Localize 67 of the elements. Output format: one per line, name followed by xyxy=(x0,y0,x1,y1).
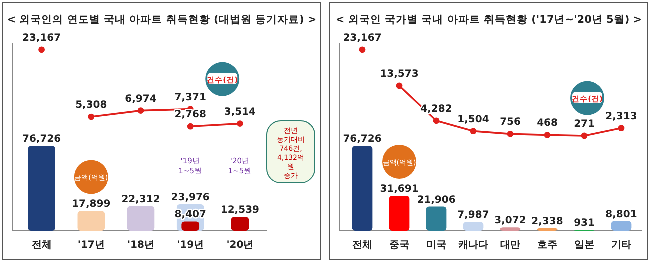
data-label: 2,338 xyxy=(532,216,564,228)
x-tick-label: 중국 xyxy=(390,240,410,251)
bar xyxy=(28,146,56,231)
point xyxy=(88,114,95,120)
x-tick-label: '19년 xyxy=(177,240,204,251)
data-label: 5,308 xyxy=(76,100,108,112)
point xyxy=(581,132,588,140)
data-label: 21,906 xyxy=(417,194,456,206)
point xyxy=(470,128,477,135)
data-label: 7,987 xyxy=(458,210,490,222)
point xyxy=(359,46,366,54)
data-label: 76,726 xyxy=(343,134,382,146)
data-label: 31,691 xyxy=(380,184,419,195)
data-label: 1,504 xyxy=(458,114,490,126)
chart-title: < 외국인 국가별 국내 아파트 취득현황 ('17년~'20년 5월) > xyxy=(336,14,642,26)
data-label: 23,167 xyxy=(22,32,62,44)
bar xyxy=(537,228,558,231)
data-label: 931 xyxy=(574,218,595,229)
bar xyxy=(352,146,373,231)
point xyxy=(38,46,45,54)
data-label: 6,974 xyxy=(125,94,157,105)
x-tick-label: 전체 xyxy=(32,240,52,251)
x-tick-label: 미국 xyxy=(426,240,446,251)
chart-title: < 외국인의 연도별 국내 아파트 취득현황 (대법원 등기자료) > xyxy=(7,14,317,26)
x-tick-label: '18년 xyxy=(128,240,154,251)
point xyxy=(187,123,194,130)
point xyxy=(618,125,625,132)
bar xyxy=(127,206,155,231)
data-label: 468 xyxy=(537,118,558,130)
data-label: 12,539 xyxy=(220,205,260,216)
data-label: 2,313 xyxy=(606,111,638,122)
bar xyxy=(182,222,200,231)
bar xyxy=(389,196,410,231)
bar xyxy=(463,222,484,231)
data-label: 23,167 xyxy=(343,32,382,44)
data-label: 8,407 xyxy=(174,210,206,221)
x-tick-label: 대만 xyxy=(500,240,520,251)
point xyxy=(396,82,403,90)
data-label: 271 xyxy=(574,118,595,130)
x-tick-label: 캐나다 xyxy=(458,240,488,251)
data-label: 13,573 xyxy=(380,68,419,80)
data-label: 3,072 xyxy=(494,216,526,227)
data-label: 7,371 xyxy=(174,92,206,104)
point xyxy=(237,120,244,127)
point xyxy=(544,132,551,138)
point xyxy=(433,118,440,124)
x-tick-label: '20년 xyxy=(226,240,254,251)
data-label: 3,514 xyxy=(224,106,256,118)
x-tick-label: 호주 xyxy=(538,240,558,251)
data-label: 76,726 xyxy=(22,134,62,146)
x-tick-label: 전체 xyxy=(352,240,372,251)
x-tick-label: 일본 xyxy=(574,240,594,251)
bar xyxy=(611,221,632,231)
data-label: 22,312 xyxy=(122,194,160,206)
data-label: 17,899 xyxy=(72,199,111,210)
bar xyxy=(78,211,106,231)
x-tick-label: '17년 xyxy=(78,240,105,251)
data-label: 2,768 xyxy=(174,110,206,121)
point xyxy=(507,130,514,138)
data-label: 8,801 xyxy=(606,209,638,220)
data-label: 756 xyxy=(500,117,521,128)
data-label: 23,976 xyxy=(171,192,210,204)
x-tick-label: 기타 xyxy=(612,240,632,251)
bar xyxy=(426,206,447,231)
bar xyxy=(231,217,250,231)
bar xyxy=(500,228,521,231)
point xyxy=(138,108,144,114)
